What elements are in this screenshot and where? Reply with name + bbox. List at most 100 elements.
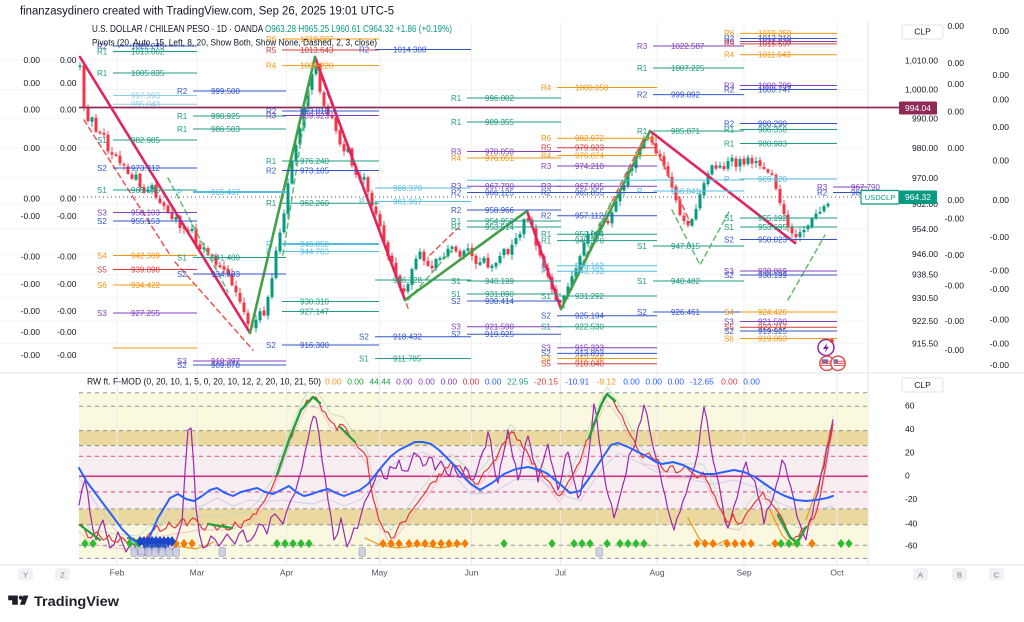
svg-text:0.00: 0.00 bbox=[668, 377, 685, 387]
svg-text:R3: R3 bbox=[451, 147, 462, 156]
svg-text:965.545: 965.545 bbox=[131, 186, 160, 195]
svg-text:934.422: 934.422 bbox=[131, 281, 160, 290]
svg-text:-0.00: -0.00 bbox=[990, 314, 1010, 324]
svg-text:-0.00: -0.00 bbox=[990, 360, 1010, 370]
svg-text:946.00: 946.00 bbox=[912, 249, 938, 259]
svg-text:949.370: 949.370 bbox=[575, 236, 604, 245]
svg-text:-12.65: -12.65 bbox=[690, 377, 714, 387]
svg-text:0.00: 0.00 bbox=[947, 79, 964, 89]
svg-text:1,010.00: 1,010.00 bbox=[905, 55, 938, 65]
svg-text:927.255: 927.255 bbox=[131, 309, 160, 318]
svg-text:0.00: 0.00 bbox=[992, 122, 1009, 132]
svg-text:R1: R1 bbox=[97, 47, 108, 56]
svg-text:-0.00: -0.00 bbox=[57, 327, 77, 337]
svg-text:919.063: 919.063 bbox=[758, 334, 787, 343]
svg-text:R2: R2 bbox=[817, 188, 828, 197]
svg-text:S2: S2 bbox=[451, 330, 461, 339]
svg-text:R1: R1 bbox=[266, 199, 277, 208]
svg-text:0.00: 0.00 bbox=[743, 377, 760, 387]
svg-text:-0.00: -0.00 bbox=[990, 284, 1010, 294]
svg-text:922.717: 922.717 bbox=[758, 323, 787, 332]
svg-text:1019.250: 1019.250 bbox=[758, 29, 792, 38]
svg-text:1022.230: 1022.230 bbox=[758, 37, 792, 46]
svg-text:S5: S5 bbox=[724, 323, 734, 332]
svg-text:R3: R3 bbox=[266, 111, 277, 120]
svg-text:P: P bbox=[541, 267, 546, 276]
svg-text:A: A bbox=[918, 571, 923, 580]
svg-text:R2: R2 bbox=[266, 107, 277, 116]
svg-text:0.00: 0.00 bbox=[992, 26, 1009, 36]
svg-text:1000.050: 1000.050 bbox=[575, 83, 609, 92]
svg-text:R4: R4 bbox=[541, 151, 552, 160]
svg-text:939.098: 939.098 bbox=[131, 265, 160, 274]
svg-text:R3: R3 bbox=[451, 182, 462, 191]
svg-text:R2: R2 bbox=[541, 212, 552, 221]
svg-text:R3: R3 bbox=[541, 182, 552, 191]
svg-text:967.790: 967.790 bbox=[485, 182, 514, 191]
svg-text:0.00: 0.00 bbox=[947, 107, 964, 117]
svg-text:S2: S2 bbox=[177, 361, 187, 370]
svg-text:-0.00: -0.00 bbox=[21, 211, 41, 221]
svg-text:R1: R1 bbox=[451, 223, 462, 232]
svg-text:CLP: CLP bbox=[914, 27, 931, 37]
svg-text:978.050: 978.050 bbox=[485, 147, 514, 156]
svg-text:S1: S1 bbox=[724, 223, 734, 232]
svg-text:994.04: 994.04 bbox=[905, 103, 931, 113]
svg-text:1013.002: 1013.002 bbox=[131, 47, 165, 56]
svg-text:1017.219: 1017.219 bbox=[758, 34, 792, 43]
svg-text:969.120: 969.120 bbox=[758, 175, 787, 184]
svg-text:1015.597: 1015.597 bbox=[758, 40, 792, 49]
svg-text:930.414: 930.414 bbox=[485, 297, 514, 306]
svg-text:-0.00: -0.00 bbox=[945, 250, 965, 260]
svg-text:S2: S2 bbox=[637, 308, 647, 317]
svg-text:R3: R3 bbox=[541, 162, 552, 171]
svg-text:R3: R3 bbox=[724, 81, 735, 90]
svg-text:S4: S4 bbox=[541, 354, 551, 363]
svg-text:996.002: 996.002 bbox=[485, 94, 514, 103]
svg-text:947.815: 947.815 bbox=[671, 242, 700, 251]
svg-text:R2: R2 bbox=[724, 85, 735, 94]
svg-text:1011.943: 1011.943 bbox=[758, 51, 791, 60]
svg-text:942.389: 942.389 bbox=[131, 251, 160, 260]
svg-text:957.112: 957.112 bbox=[575, 212, 604, 221]
svg-text:936.728: 936.728 bbox=[393, 276, 422, 285]
svg-text:C: C bbox=[994, 571, 1000, 580]
svg-text:1022.587: 1022.587 bbox=[671, 42, 705, 51]
svg-text:918.432: 918.432 bbox=[393, 333, 422, 342]
svg-text:60: 60 bbox=[905, 401, 915, 411]
svg-text:S2: S2 bbox=[266, 341, 276, 350]
svg-text:R2: R2 bbox=[177, 87, 188, 96]
svg-text:938.199: 938.199 bbox=[758, 271, 787, 280]
svg-text:Mar: Mar bbox=[190, 568, 205, 578]
svg-text:919.925: 919.925 bbox=[485, 330, 514, 339]
svg-text:-0.00: -0.00 bbox=[57, 306, 77, 316]
svg-text:-0.00: -0.00 bbox=[990, 232, 1010, 242]
svg-text:973.712: 973.712 bbox=[131, 164, 160, 173]
svg-text:Jun: Jun bbox=[465, 568, 479, 578]
svg-text:R4: R4 bbox=[266, 61, 277, 70]
svg-text:CLP: CLP bbox=[914, 380, 931, 390]
svg-text:P: P bbox=[359, 197, 364, 206]
svg-text:0.00: 0.00 bbox=[992, 156, 1009, 166]
svg-text:997.993: 997.993 bbox=[131, 91, 160, 100]
svg-text:S4: S4 bbox=[97, 251, 107, 260]
svg-text:TradingView: TradingView bbox=[34, 593, 119, 609]
svg-text:-10.91: -10.91 bbox=[565, 377, 589, 387]
svg-text:Feb: Feb bbox=[110, 568, 125, 578]
svg-text:Oct: Oct bbox=[830, 568, 844, 578]
svg-text:966.125: 966.125 bbox=[485, 188, 514, 197]
svg-text:912.766: 912.766 bbox=[575, 354, 604, 363]
svg-text:R1: R1 bbox=[451, 94, 462, 103]
svg-text:940.482: 940.482 bbox=[671, 277, 700, 286]
svg-text:S1: S1 bbox=[637, 277, 647, 286]
svg-text:989.923: 989.923 bbox=[300, 111, 329, 120]
svg-text:1000.789: 1000.789 bbox=[758, 81, 792, 90]
svg-text:976.051: 976.051 bbox=[485, 154, 514, 163]
svg-text:R1: R1 bbox=[266, 157, 277, 166]
svg-text:S1: S1 bbox=[637, 242, 647, 251]
svg-text:R1: R1 bbox=[724, 139, 735, 148]
svg-text:R2: R2 bbox=[97, 42, 108, 51]
svg-text:941.480: 941.480 bbox=[211, 253, 240, 262]
svg-text:R3: R3 bbox=[637, 42, 648, 51]
svg-text:0.00: 0.00 bbox=[992, 195, 1009, 205]
